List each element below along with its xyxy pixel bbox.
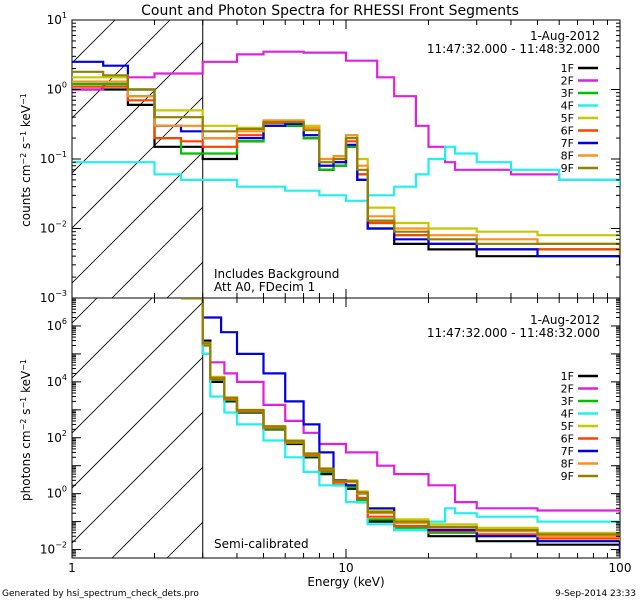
legend-label-7F: 7F xyxy=(561,137,574,150)
y-tick-label: 100 xyxy=(47,81,67,97)
y-tick-label: 10−2 xyxy=(40,541,67,557)
top-date: 1-Aug-2012 xyxy=(530,29,600,43)
legend-label-8F: 8F xyxy=(561,458,574,471)
bottom-series-group xyxy=(181,298,620,553)
series-line-7F xyxy=(181,298,620,550)
hatch-line xyxy=(72,298,98,324)
y-tick-label: 10−2 xyxy=(40,220,67,236)
legend-label-2F: 2F xyxy=(561,75,574,88)
top-annotation-background: Includes Background xyxy=(214,267,339,281)
legend-label-1F: 1F xyxy=(561,370,574,383)
legend-label-4F: 4F xyxy=(561,100,574,113)
y-tick-label: 106 xyxy=(47,317,67,333)
bottom-annotation-semicalibrated: Semi-calibrated xyxy=(214,537,309,551)
top-y-axis-label: counts cm−2 s−1 keV−1 xyxy=(19,93,34,227)
hatch-line xyxy=(72,298,153,379)
hatch-line xyxy=(0,0,82,298)
legend-label-7F: 7F xyxy=(561,445,574,458)
legend-label-2F: 2F xyxy=(561,383,574,396)
hatch-line xyxy=(166,521,203,558)
y-tick-label: 10−3 xyxy=(40,289,67,305)
hatch-line xyxy=(72,20,116,64)
bottom-y-axis-label: photons cm−2 s−1 keV−1 xyxy=(19,359,34,501)
footer-date: 9-Sep-2014 23:33 xyxy=(555,589,636,599)
x-tick-label: 100 xyxy=(609,561,632,575)
bottom-panel: 10−2 100 102 104 106 1 10 100 photons cm−2 s−1… xyxy=(19,258,640,575)
top-series-group xyxy=(72,50,620,265)
bottom-x-ticks: 1 10 100 xyxy=(68,298,631,575)
hatch-line xyxy=(72,356,203,489)
x-tick-label: 1 xyxy=(68,561,76,575)
top-x-ticks xyxy=(71,20,621,298)
bottom-date: 1-Aug-2012 xyxy=(530,313,600,327)
bottom-hatch-region xyxy=(72,258,640,558)
hatch-line xyxy=(72,96,203,229)
legend-label-6F: 6F xyxy=(561,125,574,138)
top-hatch-region xyxy=(0,0,203,298)
footer-generated-by: Generated by hsi_spectrum_check_dets.pro xyxy=(2,589,199,599)
hatch-line xyxy=(387,258,640,558)
hatch-line xyxy=(277,258,577,558)
series-line-9F xyxy=(181,298,620,539)
hatch-line xyxy=(72,20,171,119)
series-line-9F xyxy=(72,70,620,250)
legend-label-4F: 4F xyxy=(561,408,574,421)
y-tick-label: 104 xyxy=(47,373,67,389)
legend-label-9F: 9F xyxy=(561,162,574,175)
series-line-2F xyxy=(72,50,620,187)
legend-label-5F: 5F xyxy=(561,420,574,433)
legend-label-1F: 1F xyxy=(561,62,574,75)
y-tick-label: 100 xyxy=(47,485,67,501)
legend-label-5F: 5F xyxy=(561,112,574,125)
hatch-line xyxy=(72,151,203,284)
legend-label-9F: 9F xyxy=(561,470,574,483)
series-line-4F xyxy=(72,145,620,202)
legend-label-3F: 3F xyxy=(561,87,574,100)
top-annotation-attenuator: Att A0, FDecim 1 xyxy=(214,280,315,294)
series-line-1F xyxy=(181,298,620,553)
top-time-range: 11:47:32.000 - 11:48:32.000 xyxy=(427,42,600,56)
hatch-line xyxy=(72,301,203,434)
hatch-line xyxy=(72,411,203,544)
y-tick-label: 102 xyxy=(47,429,67,445)
x-axis-label: Energy (keV) xyxy=(307,575,384,589)
bottom-time-range: 11:47:32.000 - 11:48:32.000 xyxy=(427,326,600,340)
y-tick-label: 101 xyxy=(47,11,67,27)
hatch-line xyxy=(111,206,203,298)
legend-label-8F: 8F xyxy=(561,150,574,163)
top-panel: 10−3 10−2 10−1 100 101 counts cm−2 s−1 keV−1… xyxy=(0,0,621,305)
chart-title: Count and Photon Spectra for RHESSI Fron… xyxy=(141,3,519,19)
series-line-8F xyxy=(72,80,620,250)
hatch-line xyxy=(166,261,203,298)
hatch-line xyxy=(111,466,203,558)
top-y-ticks: 10−3 10−2 10−1 100 101 xyxy=(40,11,620,305)
series-line-4F xyxy=(181,298,620,532)
hatch-line xyxy=(72,41,203,174)
legend-label-3F: 3F xyxy=(561,395,574,408)
y-tick-label: 10−1 xyxy=(40,150,67,166)
x-tick-label: 10 xyxy=(338,561,353,575)
legend-label-6F: 6F xyxy=(561,433,574,446)
